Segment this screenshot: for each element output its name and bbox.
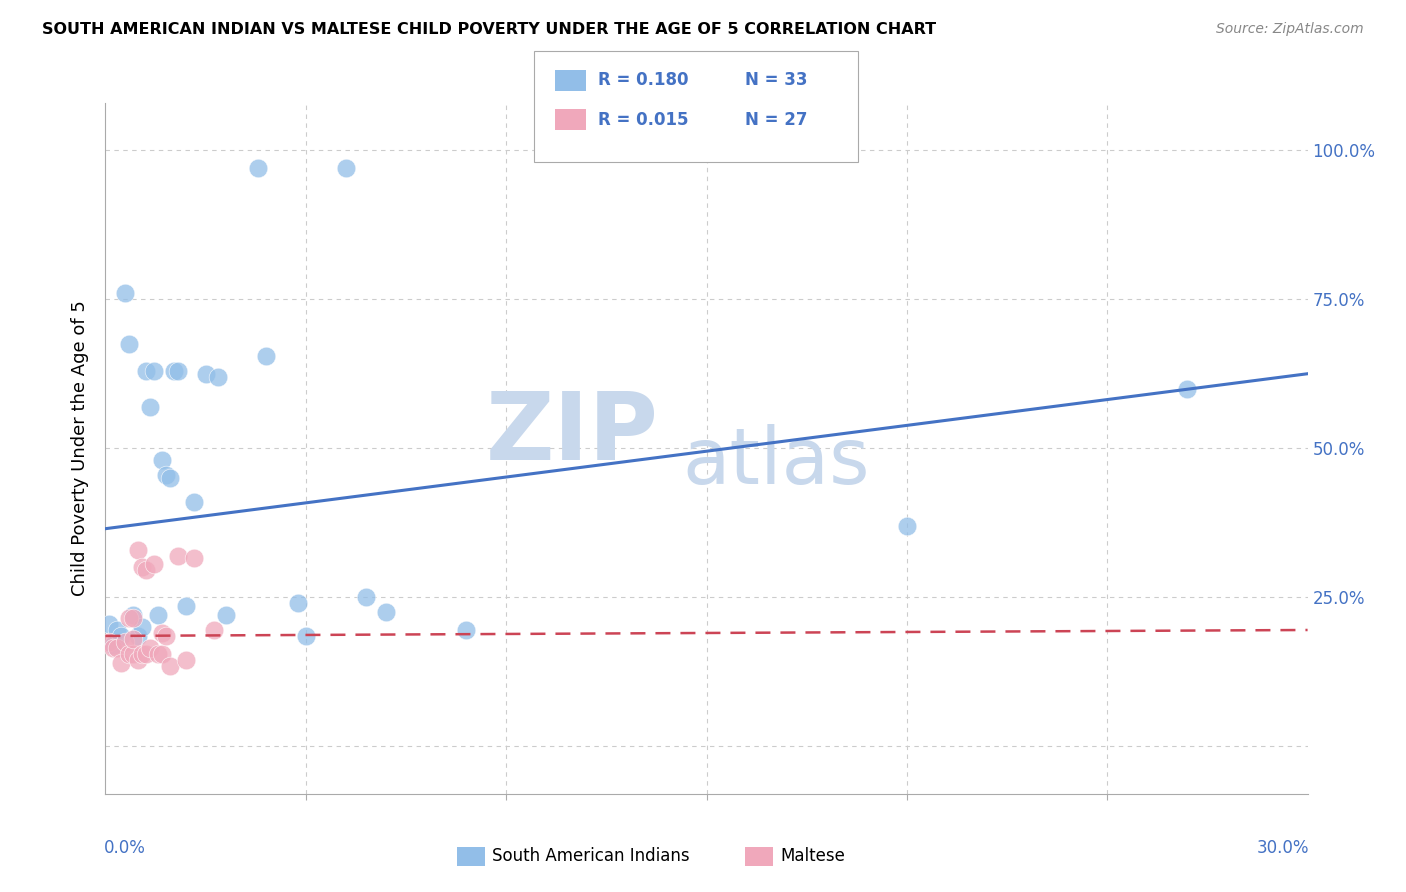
Point (138, 400, 160, 414)
Point (150, 647, 173, 661)
Point (174, 653, 197, 667)
Point (166, 549, 188, 563)
Point (150, 453, 173, 467)
Point (127, 629, 149, 643)
Point (374, 605, 398, 619)
Point (107, 623, 129, 637)
Point (135, 647, 157, 661)
Point (135, 364, 157, 378)
Point (142, 558, 165, 572)
Point (127, 542, 149, 557)
Point (150, 626, 173, 640)
Point (107, 640, 129, 655)
Point (1177, 382, 1199, 396)
Point (354, 591, 377, 605)
Point (135, 563, 157, 577)
Text: Maltese: Maltese (780, 847, 845, 865)
Point (103, 638, 125, 652)
Point (142, 364, 165, 378)
Text: 30.0%: 30.0% (1257, 838, 1309, 857)
Point (122, 608, 145, 623)
Point (127, 653, 149, 667)
Text: ZIP: ZIP (485, 388, 658, 481)
Point (254, 349, 277, 363)
Text: N = 33: N = 33 (745, 71, 807, 89)
Point (146, 647, 169, 661)
Point (118, 647, 141, 661)
Point (159, 471, 181, 485)
Text: R = 0.015: R = 0.015 (598, 111, 688, 128)
Point (202, 623, 225, 637)
Point (114, 286, 136, 301)
Point (162, 364, 184, 378)
Point (159, 658, 181, 673)
Point (146, 608, 169, 623)
Point (214, 608, 236, 623)
Y-axis label: Child Poverty Under the Age of 5: Child Poverty Under the Age of 5 (72, 301, 90, 596)
Point (131, 647, 153, 661)
Point (174, 599, 197, 614)
Point (110, 629, 132, 643)
Text: R = 0.180: R = 0.180 (598, 71, 688, 89)
Point (183, 495, 205, 509)
Point (155, 468, 177, 483)
Point (122, 632, 145, 646)
Point (287, 596, 309, 610)
Text: SOUTH AMERICAN INDIAN VS MALTESE CHILD POVERTY UNDER THE AGE OF 5 CORRELATION CH: SOUTH AMERICAN INDIAN VS MALTESE CHILD P… (42, 22, 936, 37)
Point (103, 640, 125, 655)
Point (207, 369, 229, 384)
Text: South American Indians: South American Indians (492, 847, 690, 865)
Point (246, 161, 269, 175)
Text: 0.0%: 0.0% (104, 838, 146, 857)
Point (131, 560, 153, 574)
Point (118, 337, 141, 351)
Point (295, 629, 318, 643)
Text: Source: ZipAtlas.com: Source: ZipAtlas.com (1216, 22, 1364, 37)
Text: atlas: atlas (682, 424, 870, 500)
Point (454, 623, 477, 637)
Point (131, 620, 153, 634)
Point (98, 635, 121, 649)
Point (98, 617, 121, 632)
Text: N = 27: N = 27 (745, 111, 807, 128)
Point (122, 647, 145, 661)
Point (183, 551, 205, 566)
Point (118, 611, 141, 625)
Point (155, 629, 177, 643)
Point (166, 364, 188, 378)
Point (194, 367, 217, 381)
Point (114, 635, 136, 649)
Point (138, 640, 160, 655)
Point (335, 161, 357, 175)
Point (110, 656, 132, 670)
Point (896, 518, 918, 533)
Point (122, 611, 145, 625)
